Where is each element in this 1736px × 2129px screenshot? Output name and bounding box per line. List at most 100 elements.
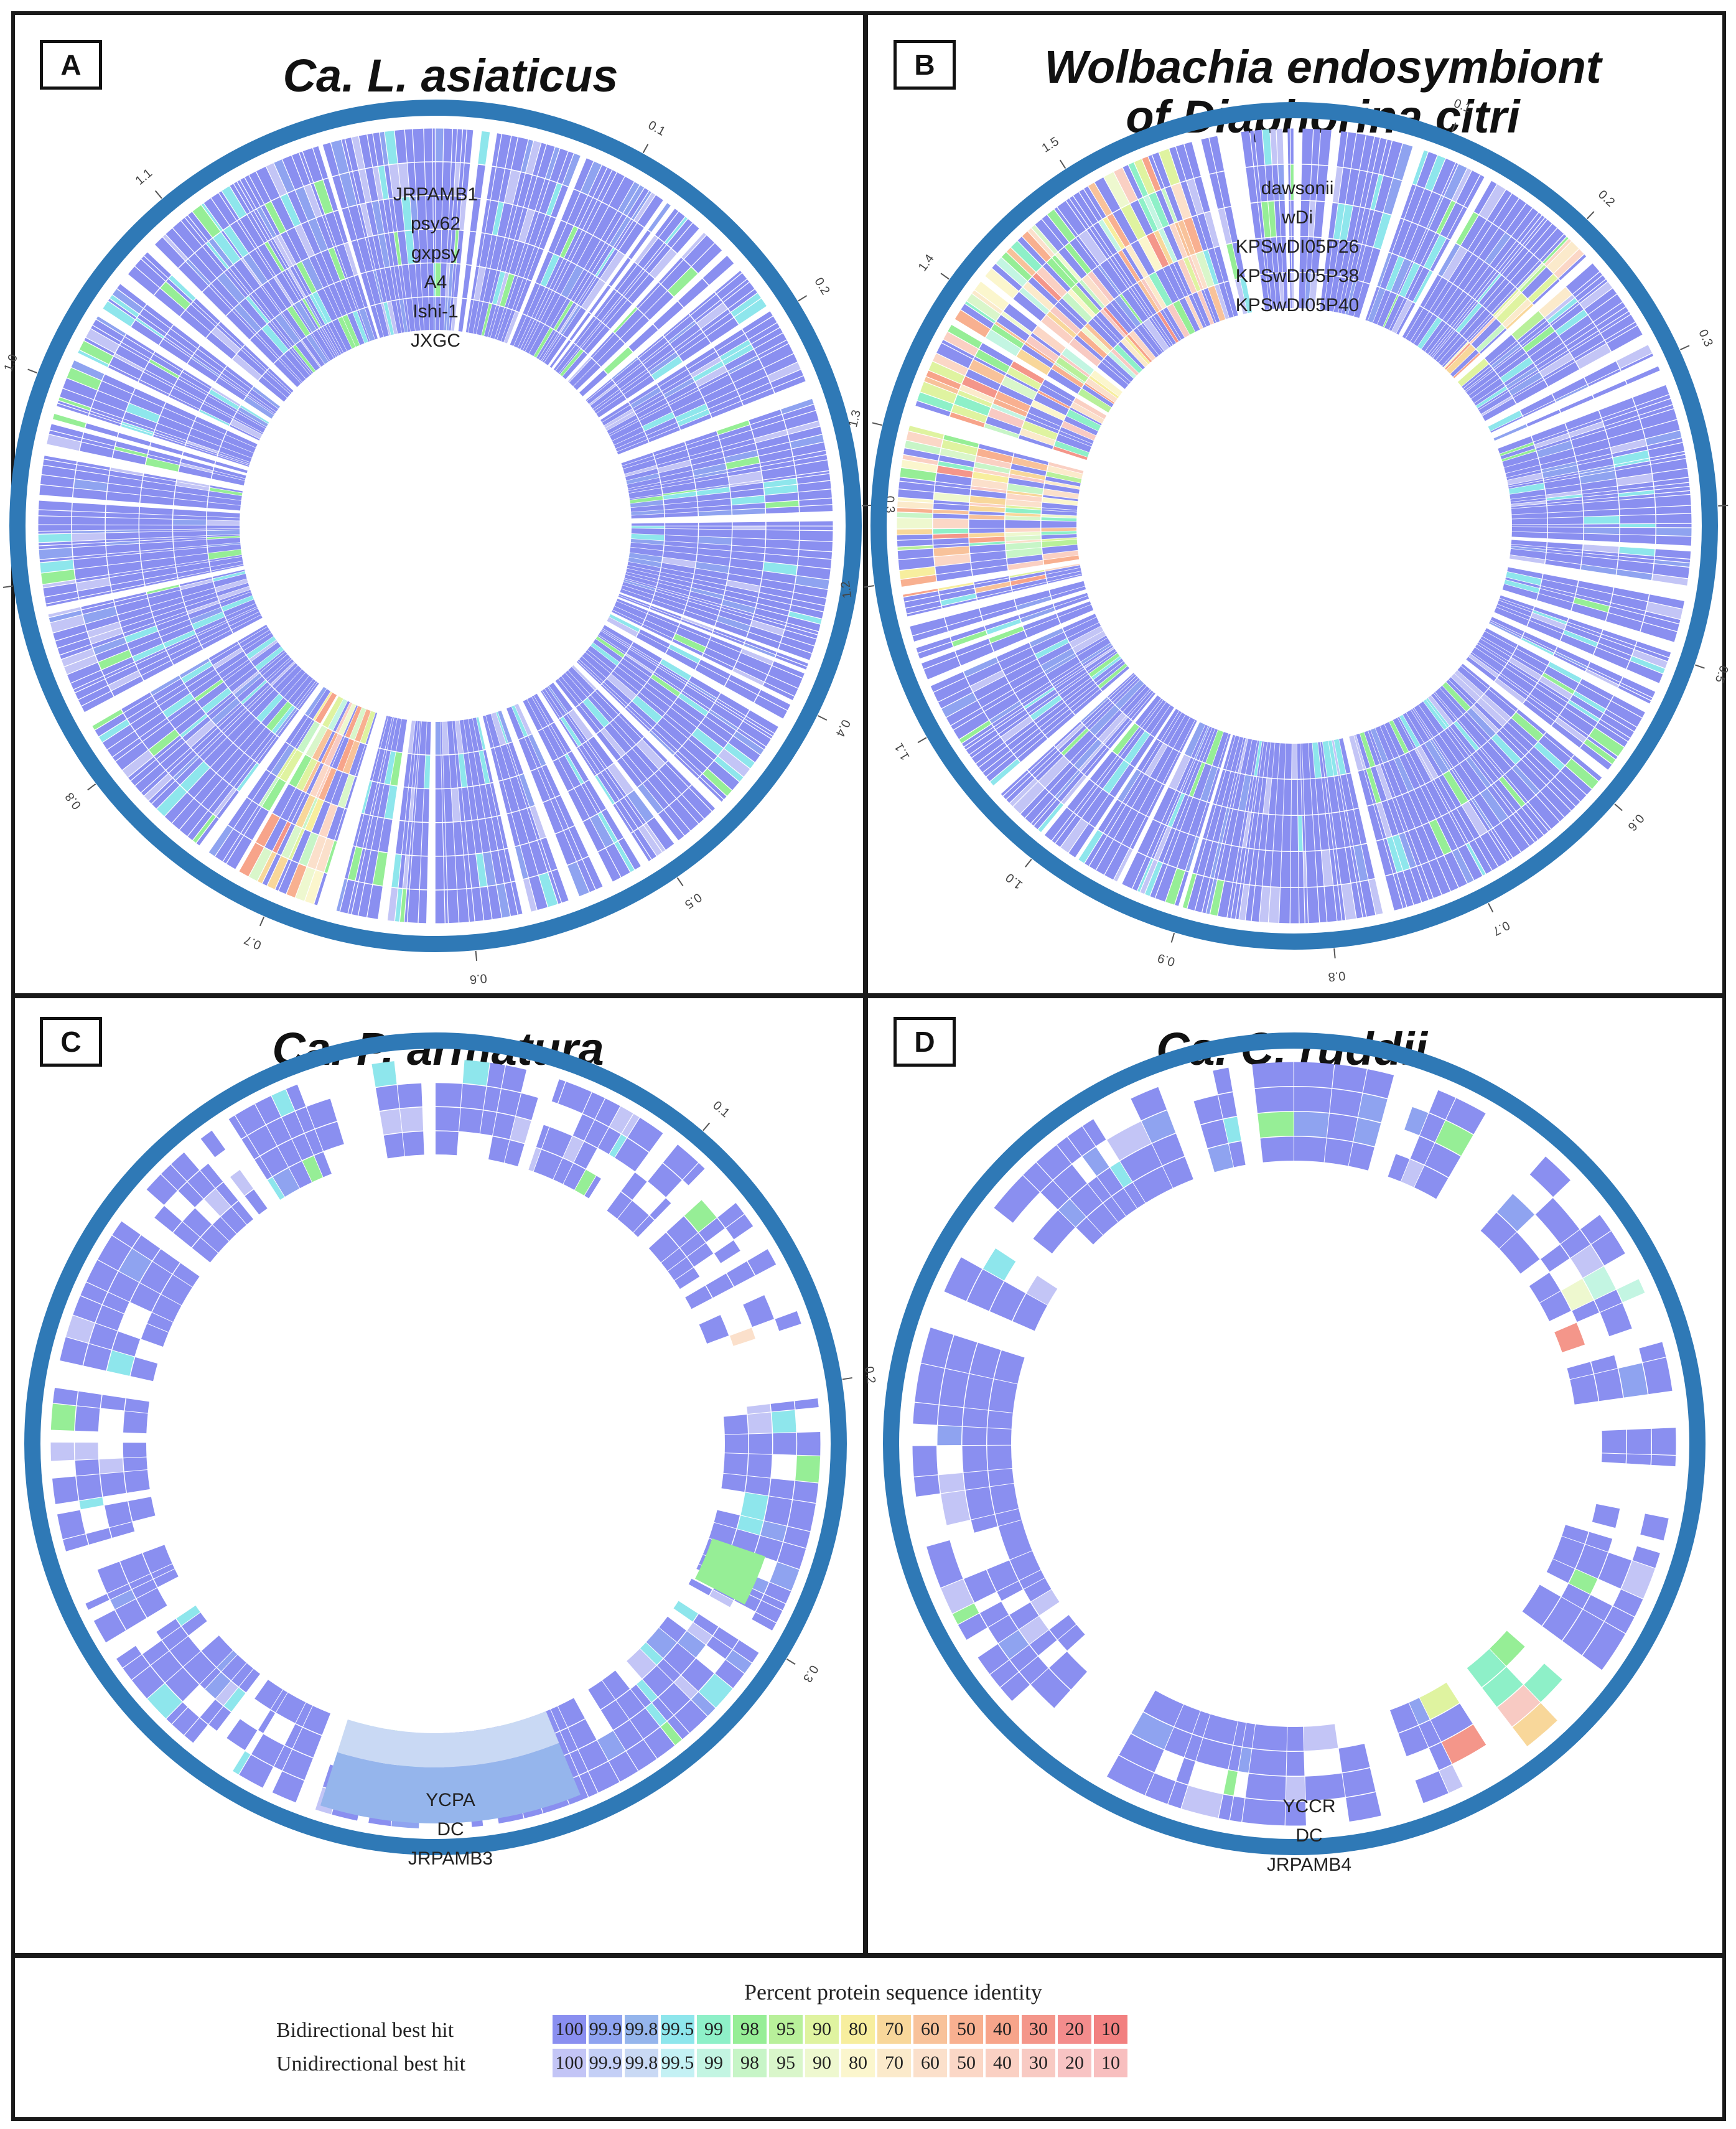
gene-segment xyxy=(123,622,156,637)
gene-segment xyxy=(1435,688,1463,719)
gene-segment xyxy=(393,197,404,232)
gene-segment xyxy=(1282,815,1291,851)
gene-segment xyxy=(409,822,414,855)
gene-segment xyxy=(1260,1136,1294,1163)
panel-letter: B xyxy=(894,40,956,90)
gene-segment xyxy=(1157,708,1179,741)
gene-segment xyxy=(1473,223,1499,257)
gene-segment xyxy=(686,683,716,703)
gene-segment xyxy=(1210,879,1225,916)
gene-segment xyxy=(1582,486,1618,494)
gene-segment xyxy=(176,1605,200,1626)
gene-segment xyxy=(1534,607,1569,622)
gene-segment xyxy=(903,448,940,461)
gene-segment xyxy=(270,662,296,686)
gene-segment xyxy=(593,167,612,200)
gene-segment xyxy=(1232,242,1245,278)
gene-segment xyxy=(1074,335,1104,362)
gene-segment xyxy=(1007,484,1043,495)
gene-segment xyxy=(1297,779,1302,815)
gene-segment xyxy=(1146,702,1170,734)
gene-segment xyxy=(1099,757,1124,789)
gene-segment xyxy=(381,303,391,335)
gene-segment xyxy=(115,1599,147,1631)
gene-segment xyxy=(664,545,698,554)
gene-segment xyxy=(1434,692,1458,721)
scale-tick-label: 1.3 xyxy=(846,408,864,428)
gene-segment xyxy=(1618,490,1654,497)
gene-segment xyxy=(1332,812,1345,849)
gene-segment xyxy=(599,631,629,653)
gene-segment xyxy=(1184,1734,1203,1761)
gene-segment xyxy=(1452,168,1472,202)
gene-segment xyxy=(785,626,818,639)
gene-segment xyxy=(798,489,832,500)
gene-segment xyxy=(691,1692,716,1716)
gene-segment xyxy=(1078,388,1112,413)
gene-segment xyxy=(354,274,368,307)
gene-segment xyxy=(938,686,973,709)
gene-segment xyxy=(1374,175,1393,212)
gene-segment xyxy=(329,736,345,767)
gene-segment xyxy=(1511,540,1547,547)
gene-segment xyxy=(145,578,178,586)
gene-segment xyxy=(1508,483,1545,494)
gene-segment xyxy=(152,1249,180,1274)
gene-segment xyxy=(1012,457,1048,471)
gene-segment xyxy=(50,424,83,438)
gene-segment xyxy=(1065,243,1091,274)
gene-segment xyxy=(665,316,694,342)
gene-segment xyxy=(78,685,111,706)
gene-segment xyxy=(702,653,734,671)
gene-segment xyxy=(1397,871,1414,907)
gene-segment xyxy=(322,696,343,728)
gene-segment xyxy=(239,843,264,877)
gene-segment xyxy=(681,1659,714,1692)
gene-segment xyxy=(452,196,458,230)
gene-segment xyxy=(348,276,365,310)
gene-segment xyxy=(1508,479,1543,487)
gene-segment xyxy=(1654,482,1690,490)
gene-segment xyxy=(689,591,723,605)
gene-segment xyxy=(375,1085,399,1111)
gene-segment xyxy=(1129,330,1156,361)
gene-segment xyxy=(1405,752,1425,786)
gene-segment xyxy=(434,297,436,330)
gene-segment xyxy=(505,882,518,916)
gene-segment xyxy=(549,258,567,290)
gene-segment xyxy=(630,387,661,408)
gene-segment xyxy=(208,491,242,501)
gene-segment xyxy=(200,1163,223,1188)
scale-tick xyxy=(642,144,649,154)
gene-segment xyxy=(1583,1266,1616,1300)
gene-segment xyxy=(1373,804,1386,839)
gene-segment xyxy=(1618,494,1654,500)
gene-segment xyxy=(941,1490,971,1525)
gene-segment xyxy=(1542,466,1579,479)
gene-segment xyxy=(643,344,673,369)
scale-tick-label: 0.4 xyxy=(833,718,852,739)
gene-segment xyxy=(998,385,1034,406)
gene-segment xyxy=(181,661,212,683)
gene-segment xyxy=(600,684,626,708)
gene-segment xyxy=(1511,208,1539,240)
gene-segment xyxy=(729,675,760,695)
gene-segment xyxy=(1485,233,1511,265)
gene-segment xyxy=(286,1084,306,1111)
gene-segment xyxy=(427,263,434,296)
gene-segment xyxy=(1248,776,1257,812)
gene-segment xyxy=(1584,533,1620,542)
gene-segment xyxy=(643,823,665,852)
gene-segment xyxy=(1340,241,1353,278)
gene-segment xyxy=(658,460,691,473)
gene-segment xyxy=(592,334,620,362)
gene-segment xyxy=(1037,643,1072,665)
gene-segment xyxy=(131,706,162,731)
gene-segment xyxy=(192,1237,218,1263)
gene-segment xyxy=(1161,189,1177,223)
gene-segment xyxy=(1529,223,1557,255)
gene-segment xyxy=(1041,514,1077,518)
gene-segment xyxy=(43,583,77,597)
gene-segment xyxy=(598,848,621,882)
gene-segment xyxy=(1106,302,1133,334)
